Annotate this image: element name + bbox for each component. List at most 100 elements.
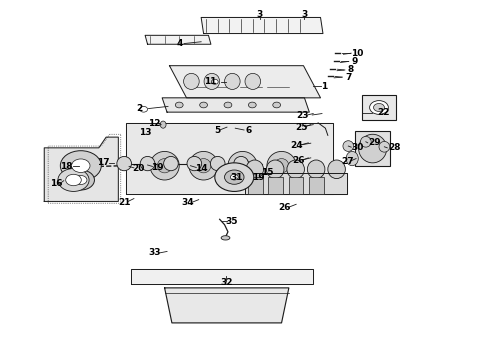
Text: 10: 10: [351, 49, 363, 58]
Ellipse shape: [150, 152, 179, 180]
Text: 26: 26: [293, 156, 305, 165]
Text: 11: 11: [204, 77, 216, 86]
Polygon shape: [170, 66, 320, 98]
Ellipse shape: [228, 152, 257, 180]
Polygon shape: [130, 269, 313, 284]
Ellipse shape: [307, 160, 325, 179]
Ellipse shape: [346, 152, 358, 166]
Ellipse shape: [204, 73, 220, 89]
Ellipse shape: [160, 121, 166, 128]
Ellipse shape: [164, 157, 178, 171]
Ellipse shape: [343, 141, 354, 152]
Circle shape: [215, 163, 254, 192]
Polygon shape: [162, 98, 309, 112]
Bar: [248, 177, 263, 194]
Ellipse shape: [373, 103, 385, 112]
Text: 6: 6: [245, 126, 251, 135]
Bar: [362, 95, 396, 120]
Ellipse shape: [196, 158, 211, 173]
Circle shape: [248, 102, 256, 108]
Polygon shape: [44, 137, 118, 202]
Text: 19: 19: [252, 173, 265, 182]
Text: 18: 18: [60, 162, 73, 171]
Text: 29: 29: [368, 138, 381, 147]
Circle shape: [72, 159, 90, 172]
Text: 3: 3: [301, 10, 308, 19]
Text: 32: 32: [220, 278, 233, 287]
Ellipse shape: [267, 160, 284, 179]
Text: 13: 13: [139, 128, 152, 137]
Ellipse shape: [246, 160, 264, 179]
Circle shape: [224, 102, 232, 108]
Text: 22: 22: [378, 108, 390, 117]
Text: 2: 2: [136, 104, 143, 113]
Circle shape: [211, 79, 218, 84]
Ellipse shape: [117, 157, 131, 171]
Polygon shape: [201, 18, 323, 33]
Circle shape: [224, 170, 244, 184]
Ellipse shape: [224, 73, 240, 89]
Ellipse shape: [184, 73, 199, 89]
Text: 9: 9: [351, 57, 358, 66]
Ellipse shape: [287, 160, 304, 179]
Text: 23: 23: [297, 111, 309, 120]
Text: 8: 8: [347, 66, 354, 75]
Circle shape: [230, 174, 238, 180]
Polygon shape: [245, 173, 347, 194]
Ellipse shape: [359, 134, 387, 163]
Ellipse shape: [369, 100, 389, 114]
Text: 31: 31: [230, 173, 243, 182]
Polygon shape: [165, 288, 289, 323]
Circle shape: [74, 175, 87, 185]
Ellipse shape: [245, 73, 261, 89]
Circle shape: [200, 102, 207, 108]
Ellipse shape: [274, 158, 289, 173]
Text: 16: 16: [50, 179, 63, 188]
Text: 3: 3: [256, 10, 263, 19]
Text: 26: 26: [278, 203, 291, 212]
Text: 14: 14: [195, 164, 207, 173]
Text: 1: 1: [321, 82, 327, 91]
Bar: [289, 177, 303, 194]
Text: 25: 25: [295, 123, 308, 132]
Ellipse shape: [379, 141, 390, 152]
Text: 5: 5: [214, 126, 220, 135]
Circle shape: [175, 102, 183, 108]
Ellipse shape: [361, 136, 371, 147]
Text: 19: 19: [151, 163, 164, 172]
Ellipse shape: [328, 160, 345, 179]
Ellipse shape: [187, 157, 202, 171]
Text: 17: 17: [98, 158, 110, 167]
Text: 34: 34: [181, 198, 194, 207]
Text: 35: 35: [225, 217, 238, 226]
Ellipse shape: [189, 152, 218, 180]
Text: 27: 27: [341, 157, 354, 166]
Text: 12: 12: [147, 119, 160, 128]
Circle shape: [140, 107, 147, 112]
Text: 24: 24: [290, 141, 302, 150]
Circle shape: [60, 151, 101, 181]
Text: 20: 20: [133, 164, 145, 173]
Ellipse shape: [235, 158, 250, 173]
Circle shape: [58, 168, 89, 192]
Polygon shape: [145, 35, 211, 44]
Bar: [355, 131, 390, 166]
Ellipse shape: [267, 152, 296, 180]
Ellipse shape: [157, 158, 172, 173]
Ellipse shape: [234, 157, 248, 171]
Ellipse shape: [210, 157, 225, 171]
Polygon shape: [125, 123, 333, 194]
Bar: [269, 177, 283, 194]
Circle shape: [67, 170, 95, 190]
Text: 15: 15: [261, 168, 273, 177]
Ellipse shape: [221, 236, 230, 240]
Text: 7: 7: [345, 73, 351, 82]
Text: 4: 4: [177, 39, 183, 48]
Text: 21: 21: [118, 198, 130, 207]
Text: 30: 30: [352, 143, 364, 152]
Text: 33: 33: [148, 248, 161, 257]
Text: 28: 28: [388, 143, 400, 152]
Circle shape: [273, 102, 281, 108]
Circle shape: [66, 174, 81, 186]
Ellipse shape: [140, 157, 155, 171]
